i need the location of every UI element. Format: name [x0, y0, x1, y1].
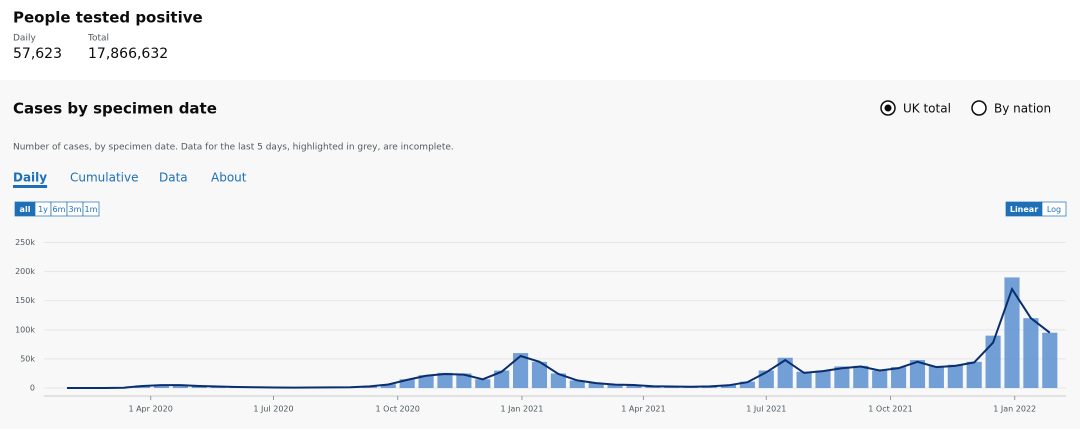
- bar: [891, 367, 906, 388]
- scale-label[interactable]: Linear: [1010, 205, 1038, 214]
- range-label[interactable]: all: [20, 205, 31, 214]
- x-tick-label: 1 Jan 2022: [993, 405, 1036, 414]
- tab-underline: [13, 185, 47, 188]
- y-tick-label: 200k: [15, 267, 35, 276]
- radio-label[interactable]: By nation: [994, 102, 1051, 116]
- bar: [1023, 318, 1038, 388]
- x-tick-label: 1 Jan 2021: [500, 405, 543, 414]
- bar: [967, 362, 982, 388]
- bar: [797, 372, 812, 388]
- y-tick-label: 0: [30, 384, 35, 393]
- radio-dot: [885, 105, 892, 112]
- bar: [1004, 277, 1019, 388]
- range-label[interactable]: 3m: [69, 205, 82, 214]
- bar: [1042, 333, 1057, 388]
- total-label: Total: [87, 34, 109, 44]
- total-value: 17,866,632: [88, 46, 168, 62]
- y-tick-label: 100k: [15, 325, 35, 334]
- range-label[interactable]: 1y: [38, 205, 48, 214]
- scale-buttons: Linear Log: [1006, 202, 1066, 216]
- range-label[interactable]: 6m: [53, 205, 66, 214]
- tab[interactable]: About: [211, 171, 247, 185]
- y-tick-label: 150k: [15, 296, 35, 305]
- y-tick-label: 50k: [20, 354, 35, 363]
- scale-label[interactable]: Log: [1047, 205, 1061, 214]
- bar: [815, 371, 830, 388]
- bar: [948, 365, 963, 388]
- x-tick-label: 1 Jul 2021: [746, 405, 786, 414]
- bar: [778, 358, 793, 388]
- tab[interactable]: Daily: [13, 171, 47, 185]
- radio-label[interactable]: UK total: [903, 102, 951, 116]
- bar: [475, 379, 490, 388]
- description: Number of cases, by specimen date. Data …: [13, 143, 454, 153]
- tab[interactable]: Cumulative: [70, 171, 139, 185]
- range-label[interactable]: 1m: [85, 205, 98, 214]
- x-tick-label: 1 Oct 2020: [376, 405, 420, 414]
- x-tick-label: 1 Jul 2020: [253, 405, 293, 414]
- radio[interactable]: [972, 101, 986, 115]
- x-tick-label: 1 Apr 2021: [621, 405, 665, 414]
- bar: [853, 366, 868, 388]
- daily-label: Daily: [13, 34, 36, 44]
- y-tick-label: 250k: [15, 238, 35, 247]
- x-tick-label: 1 Oct 2021: [868, 405, 912, 414]
- card-title: Cases by specimen date: [13, 100, 217, 118]
- bar: [929, 366, 944, 388]
- daily-value: 57,623: [13, 46, 62, 62]
- tab[interactable]: Data: [159, 171, 188, 185]
- bar: [872, 371, 887, 388]
- header-title: People tested positive: [13, 9, 203, 27]
- x-tick-label: 1 Apr 2020: [128, 405, 172, 414]
